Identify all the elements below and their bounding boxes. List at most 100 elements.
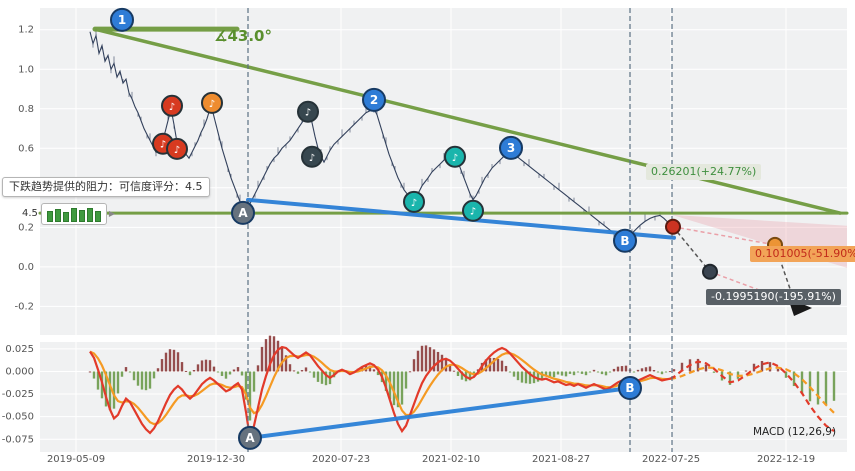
macd-histogram-bar bbox=[496, 358, 500, 372]
macd-histogram-bar bbox=[504, 365, 508, 372]
macd-histogram-bar bbox=[204, 359, 208, 372]
macd-histogram-bar bbox=[456, 371, 460, 376]
macd-histogram-bar bbox=[184, 370, 188, 372]
note-marker[interactable]: ♪ bbox=[462, 199, 484, 222]
macd-histogram-bar bbox=[792, 371, 796, 387]
macd-histogram-bar bbox=[584, 371, 588, 376]
marker-a-price-circle[interactable] bbox=[231, 200, 255, 225]
dif-line bbox=[89, 345, 671, 439]
note-marker[interactable]: ♪ bbox=[161, 94, 183, 117]
macd-histogram-bar bbox=[176, 352, 180, 372]
macd-histogram-bar bbox=[544, 371, 548, 377]
macd-histogram-bar bbox=[484, 359, 488, 372]
marker-a-price[interactable]: A bbox=[231, 200, 255, 225]
marker-a-macd-circle[interactable] bbox=[238, 425, 262, 450]
macd-histogram-bar bbox=[832, 371, 836, 401]
macd-histogram-bar bbox=[112, 371, 116, 409]
note-marker[interactable]: ♪ bbox=[301, 145, 323, 168]
x-tick-label: 2020-07-23 bbox=[312, 454, 370, 465]
macd-histogram-bar bbox=[728, 371, 732, 385]
y-tick-label: -0.050 bbox=[2, 412, 34, 423]
projection-dot-circle[interactable] bbox=[665, 218, 681, 235]
confidence-score-value: 4.5 bbox=[22, 207, 38, 219]
note-marker-circle[interactable] bbox=[201, 91, 223, 114]
marker-a-macd[interactable]: A bbox=[238, 425, 262, 450]
macd-histogram-bar bbox=[108, 371, 112, 411]
marker-1-price-circle[interactable] bbox=[110, 7, 134, 32]
note-marker-circle[interactable] bbox=[444, 145, 466, 168]
note-marker[interactable]: ♪ bbox=[403, 190, 425, 213]
note-marker[interactable]: ♪ bbox=[166, 137, 188, 160]
macd-histogram-bar bbox=[304, 367, 308, 372]
note-marker-circle[interactable] bbox=[403, 190, 425, 213]
y-tick-label: 1.0 bbox=[18, 64, 34, 75]
macd-histogram-bar bbox=[644, 367, 648, 372]
markers: 1 2 3 A B ♪ ♪ ♪ ♪ ♪ ♪ ♪ ♪ ♪ A B bbox=[110, 7, 783, 450]
ab-trendline-macd[interactable] bbox=[248, 386, 632, 440]
note-marker-circle[interactable] bbox=[301, 145, 323, 168]
score-candle-icon bbox=[54, 209, 61, 222]
macd-histogram-bar bbox=[300, 370, 304, 372]
note-marker[interactable]: ♪ bbox=[297, 100, 319, 123]
macd-histogram-bar bbox=[600, 371, 604, 375]
macd-histogram-bar bbox=[572, 371, 576, 376]
macd-histogram-bar bbox=[260, 346, 264, 372]
marker-b-macd[interactable]: B bbox=[618, 376, 642, 401]
target-label-down[interactable]: -0.1995190(-195.91%) bbox=[706, 289, 841, 305]
target-label-mid[interactable]: 0.101005(-51.90%) bbox=[750, 246, 855, 262]
x-tick-label: 2021-02-10 bbox=[422, 454, 480, 465]
note-marker[interactable]: ♪ bbox=[444, 145, 466, 168]
marker-2-price-circle[interactable] bbox=[362, 87, 386, 112]
note-marker-circle[interactable] bbox=[297, 100, 319, 123]
score-candles bbox=[40, 203, 107, 225]
marker-2-price[interactable]: 2 bbox=[362, 87, 386, 112]
macd-histogram-bar bbox=[120, 371, 124, 377]
macd-histogram-bar bbox=[396, 371, 400, 408]
ab-trendline[interactable] bbox=[246, 197, 676, 240]
x-tick-label: 2021-08-27 bbox=[532, 454, 590, 465]
note-marker-circle[interactable] bbox=[166, 137, 188, 160]
note-marker-circle[interactable] bbox=[462, 199, 484, 222]
marker-b-macd-circle[interactable] bbox=[618, 376, 642, 401]
projection-dot[interactable] bbox=[665, 218, 681, 235]
projection-dot[interactable] bbox=[702, 263, 718, 280]
note-marker-label: ♪ bbox=[209, 99, 215, 110]
marker-3-price-circle[interactable] bbox=[499, 135, 523, 160]
macd-histogram-bar bbox=[400, 371, 404, 405]
target-label-up[interactable]: 0.26201(+24.77%) bbox=[646, 164, 762, 180]
macd-histogram-bar bbox=[564, 371, 568, 377]
note-marker[interactable]: ♪ bbox=[201, 91, 223, 114]
macd-histogram-bar bbox=[448, 364, 452, 372]
macd-histogram-bar bbox=[96, 371, 100, 390]
macd-histogram-bar bbox=[408, 371, 412, 373]
note-marker-circle[interactable] bbox=[161, 94, 183, 117]
score-candle-icon bbox=[94, 211, 101, 222]
macd-histogram-bar bbox=[576, 371, 580, 373]
macd-histogram-bar bbox=[636, 369, 640, 372]
downtrend-line[interactable] bbox=[93, 27, 842, 215]
macd-histogram-bar bbox=[180, 362, 184, 372]
marker-1-price[interactable]: 1 bbox=[110, 7, 134, 32]
macd-histogram-bar bbox=[224, 371, 228, 379]
macd-histogram-bar bbox=[164, 352, 168, 372]
confidence-score-badge[interactable]: 4.5 ▶ bbox=[22, 203, 115, 225]
marker-b-price[interactable]: B bbox=[613, 228, 637, 253]
marker-a-price-label: A bbox=[238, 206, 248, 220]
macd-histogram-bar bbox=[168, 349, 172, 372]
macd-histogram-bar bbox=[192, 370, 196, 372]
macd-histogram-bar bbox=[668, 371, 672, 373]
marker-2-price-label: 2 bbox=[370, 93, 378, 107]
macd-histogram-bar bbox=[452, 370, 456, 372]
macd-histogram-bar bbox=[552, 371, 556, 378]
macd-histogram-bar bbox=[232, 369, 236, 372]
marker-b-price-circle[interactable] bbox=[613, 228, 637, 253]
marker-3-price[interactable]: 3 bbox=[499, 135, 523, 160]
macd-histogram-bar bbox=[516, 371, 520, 381]
score-candle-icon bbox=[86, 208, 93, 222]
macd-histogram-bar bbox=[536, 371, 540, 382]
macd-histogram-bar bbox=[596, 371, 600, 373]
projection-dot-circle[interactable] bbox=[702, 263, 718, 280]
y-tick-label: -0.025 bbox=[2, 389, 34, 400]
